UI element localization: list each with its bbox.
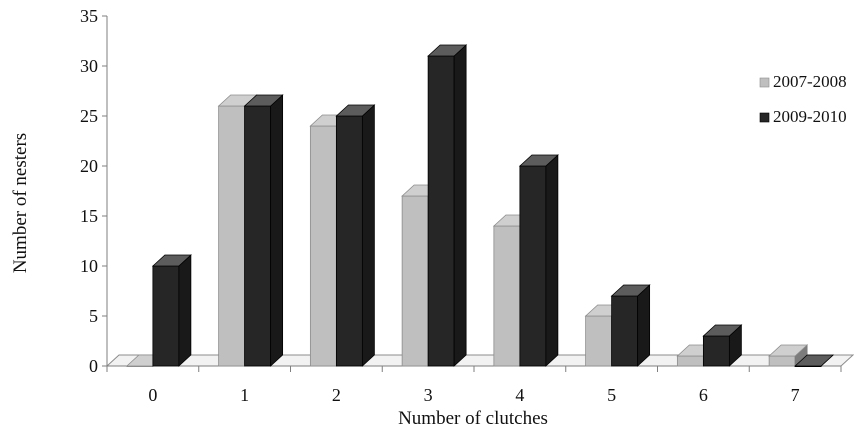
legend-label-2007-2008: 2007-2008: [773, 72, 847, 91]
x-tick-label: 7: [791, 385, 800, 405]
x-tick-label: 5: [607, 385, 616, 405]
bar-layer: [125, 44, 835, 368]
y-tick-label: 15: [80, 206, 98, 226]
legend: 2007-2008 2009-2010: [759, 72, 847, 126]
x-axis-title: Number of clutches: [398, 408, 548, 429]
bar-top: [518, 154, 559, 167]
bar-front: [702, 335, 730, 367]
bar-front: [218, 105, 246, 367]
bar-2009-2010-6: [702, 324, 743, 367]
bar-front: [768, 355, 796, 367]
bar-top: [335, 104, 376, 117]
bar-2009-2010-0: [151, 254, 192, 367]
bar-top: [151, 254, 192, 267]
x-tick-label: 0: [148, 385, 157, 405]
legend-label-2009-2010: 2009-2010: [773, 107, 847, 126]
bar-front: [519, 165, 547, 367]
y-axis-title: Number of nesters: [10, 133, 31, 273]
bar-side: [361, 104, 375, 367]
bar-front: [676, 355, 704, 367]
bar-side: [637, 284, 651, 367]
bar-top: [794, 354, 835, 367]
bar-front: [427, 55, 455, 367]
bar-side: [178, 254, 192, 367]
y-tick-label: 30: [80, 56, 98, 76]
bar-top: [768, 344, 809, 357]
y-tick-label: 10: [80, 256, 98, 276]
bar-side: [270, 94, 284, 367]
legend-swatch-2009-2010: [759, 112, 770, 123]
bar-2009-2010-7: [794, 354, 835, 368]
x-tick-label: 2: [332, 385, 341, 405]
y-tick-label: 20: [80, 156, 98, 176]
bar-front: [244, 105, 272, 367]
bar-front: [611, 295, 639, 367]
x-tick-label: 6: [699, 385, 708, 405]
x-tick-label: 1: [240, 385, 249, 405]
x-tick-label: 3: [424, 385, 433, 405]
y-tick-label: 0: [89, 356, 98, 376]
bar-side: [453, 44, 467, 367]
bar-top: [243, 94, 284, 107]
bar-front: [152, 265, 180, 367]
bar-top: [702, 324, 743, 337]
bar-2009-2010-3: [427, 44, 468, 367]
x-tick-label: 4: [515, 385, 524, 405]
bar-2009-2010-5: [610, 284, 651, 367]
bar-front: [585, 315, 613, 367]
bar-side: [545, 154, 559, 367]
bar-top: [427, 44, 468, 57]
bar-top: [610, 284, 651, 297]
y-tick-label: 5: [89, 306, 98, 326]
y-tick-label: 25: [80, 106, 98, 126]
axis-layer: [102, 15, 842, 372]
bar-2007-2008-7: [768, 344, 809, 367]
bar-2009-2010-2: [335, 104, 376, 367]
bar-2009-2010-4: [518, 154, 559, 367]
legend-swatch-2007-2008: [759, 77, 770, 88]
bar-front: [309, 125, 337, 367]
bar-front: [335, 115, 363, 367]
bar-front: [493, 225, 521, 367]
label-layer: 0 5 10 15 20 25 30 35 0 1 2 3 4 5 6 7: [80, 6, 800, 405]
bar-2009-2010-1: [243, 94, 284, 367]
bar-front: [401, 195, 429, 367]
y-tick-label: 35: [80, 6, 98, 26]
